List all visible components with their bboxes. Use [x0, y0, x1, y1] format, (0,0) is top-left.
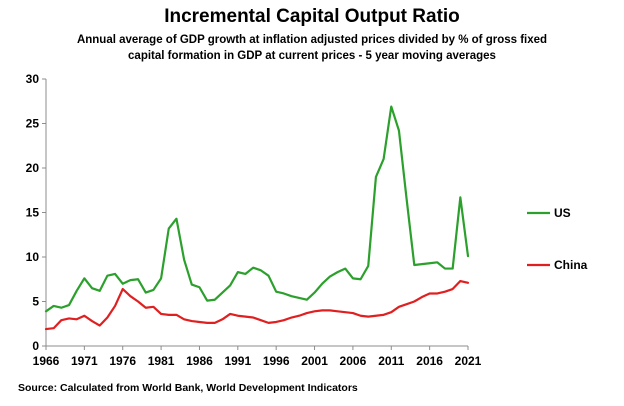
legend-label-china: China [554, 258, 588, 272]
subtitle-line-2: capital formation in GDP at current pric… [128, 50, 496, 62]
x-tick-label: 2021 [455, 354, 482, 368]
y-tick-label: 0 [32, 339, 39, 353]
y-tick-label: 5 [32, 295, 39, 309]
chart-title: Incremental Capital Output Ratio [164, 6, 460, 27]
x-tick-label: 2006 [340, 354, 367, 368]
x-tick-label: 1986 [186, 354, 213, 368]
x-tick-label: 2011 [378, 354, 404, 368]
series-line-china [44, 279, 470, 331]
legend-label-us: US [554, 206, 571, 220]
y-tick-label: 30 [26, 72, 40, 86]
y-tick-label: 10 [26, 250, 40, 264]
x-tick-label: 1966 [33, 354, 60, 368]
subtitle-line-1: Annual average of GDP growth at inflatio… [76, 34, 548, 46]
x-tick-label: 2016 [416, 354, 443, 368]
x-tick-label: 2001 [301, 354, 328, 368]
y-tick-label: 15 [26, 206, 40, 220]
x-tick-label: 1996 [263, 354, 290, 368]
x-tick-label: 1981 [148, 354, 175, 368]
x-tick-label: 1991 [224, 354, 251, 368]
series-layer [44, 105, 470, 331]
chart-subtitle: Annual average of GDP growth at inflatio… [40, 32, 584, 64]
y-tick-label: 25 [26, 117, 40, 131]
series-line-us [44, 105, 470, 313]
x-tick-label: 1976 [109, 354, 136, 368]
line-chart: 0 5 10 15 20 25 30 1966 1971 1976 1981 1986 1991 1996… [26, 72, 588, 368]
source-note: Source: Calculated from World Bank, Worl… [18, 382, 358, 394]
legend: US China [527, 206, 588, 272]
y-tick-label: 20 [26, 161, 40, 175]
x-tick-label: 1971 [71, 354, 98, 368]
axes: 0 5 10 15 20 25 30 1966 1971 1976 1981 1986 1991 1996… [26, 72, 482, 368]
